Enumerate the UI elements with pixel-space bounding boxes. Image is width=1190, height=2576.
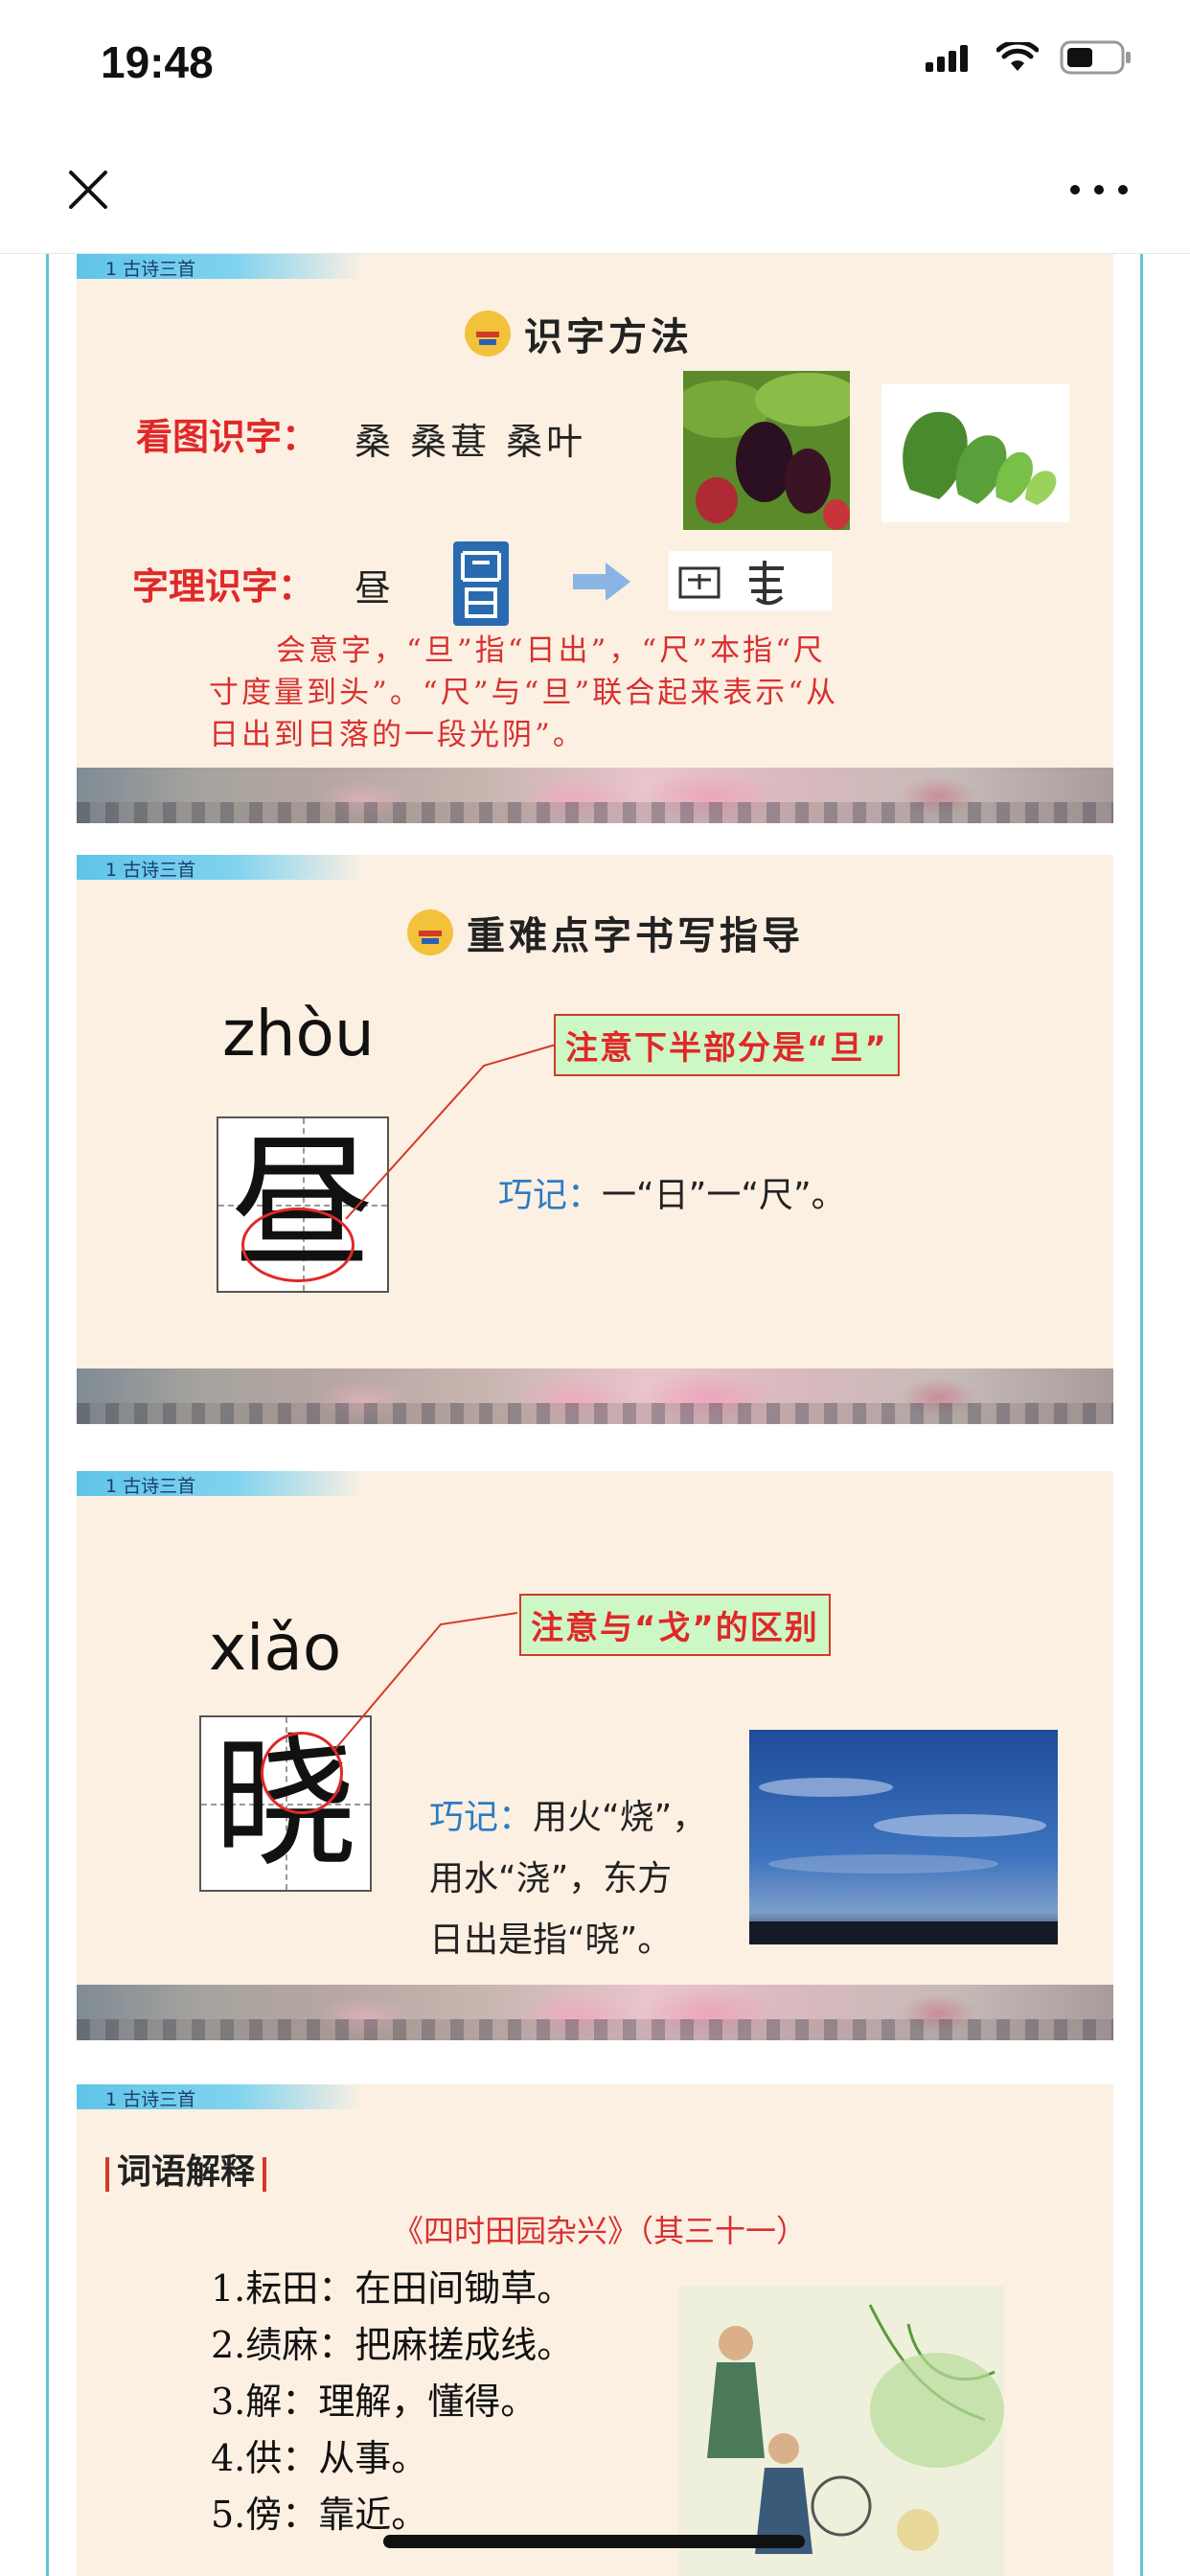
- logic-literacy-label: 字理识字：: [132, 565, 315, 608]
- status-icons: [926, 40, 1133, 75]
- picture-literacy-chars: 桑 桑葚 桑叶: [355, 421, 587, 463]
- highlight-circle: [241, 1208, 355, 1282]
- decorative-banner: [77, 768, 1113, 823]
- slide-heading: 重难点字书写指导: [407, 905, 804, 960]
- explanation-line-3: 日出到日落的一段光阴”。: [209, 718, 585, 752]
- cellular-signal-icon: [926, 45, 968, 72]
- note-box: 注意与“戈”的区别: [519, 1594, 831, 1656]
- status-bar: 19:48: [0, 0, 1190, 125]
- lesson-icon: [407, 909, 453, 955]
- nav-bar: [0, 125, 1190, 254]
- poem-title: 《四时田园杂兴》（其三十一）: [393, 2213, 808, 2249]
- picture-literacy-label: 看图识字：: [136, 416, 319, 458]
- list-item: 5.傍：靠近。: [211, 2494, 428, 2536]
- tip-text: 一“日”一“尺”。: [602, 1176, 846, 1215]
- battery-icon: [1060, 40, 1131, 75]
- tip-key: 巧记：: [498, 1176, 603, 1215]
- explanation-line-1: 会意字，“旦”指“日出”，“尺”本指“尺: [276, 633, 826, 668]
- highlight-circle: [261, 1732, 343, 1814]
- farming-illustration: [678, 2286, 1004, 2576]
- home-indicator[interactable]: [383, 2535, 805, 2548]
- lesson-tag: 1 古诗三首: [77, 254, 364, 280]
- slide-character-methods: 1 古诗三首 识字方法 看图识字： 桑 桑葚 桑叶 字理识字： 昼: [77, 254, 1113, 823]
- lesson-tag: 1 古诗三首: [77, 2084, 364, 2110]
- decorative-banner-shade: [77, 802, 1113, 823]
- decorative-banner: [77, 1985, 1113, 2040]
- lesson-tag: 1 古诗三首: [77, 1471, 364, 1497]
- memory-tip: 巧记：用火“烧”， 用水“浇”，东方 日出是指“晓”。: [429, 1787, 706, 1971]
- slide-writing-guide-zhou: 1 古诗三首 重难点字书写指导 zhòu 昼 注意下半部分是“旦” 巧记：一“日…: [77, 855, 1113, 1424]
- sunrise-sky-photo: [749, 1730, 1058, 1944]
- decorative-banner: [77, 1368, 1113, 1424]
- frame-border-right: [1140, 254, 1143, 2576]
- article-content[interactable]: 1 古诗三首 识字方法 看图识字： 桑 桑葚 桑叶 字理识字： 昼: [0, 254, 1190, 2576]
- vocabulary-title: 词语解释: [98, 2144, 274, 2194]
- pointer-line: [345, 1044, 557, 1220]
- frame-border-left: [46, 254, 49, 2576]
- slide-heading: 识字方法: [465, 306, 693, 361]
- tip-line-2: 用水“浇”，东方: [429, 1859, 673, 1898]
- decorative-banner-shade: [77, 2019, 1113, 2040]
- list-item: 1.耘田：在田间锄草。: [211, 2267, 574, 2310]
- lesson-icon: [465, 310, 511, 356]
- pinyin-label: xiǎo: [209, 1611, 342, 1685]
- more-options-icon[interactable]: [1065, 172, 1133, 207]
- decorative-banner-shade: [77, 1403, 1113, 1424]
- seal-script-icon: [453, 541, 509, 626]
- tip-line-3: 日出是指“晓”。: [429, 1920, 673, 1960]
- slide-vocabulary: 1 古诗三首 词语解释 《四时田园杂兴》（其三十一） 1.耘田：在田间锄草。 2…: [77, 2084, 1113, 2576]
- close-icon[interactable]: [59, 161, 117, 218]
- mulberry-leaves-photo: [881, 384, 1069, 522]
- tip-line-1: 用火“烧”，: [533, 1798, 707, 1837]
- pointer-line: [334, 1612, 518, 1750]
- arrow-right-icon: [573, 563, 630, 601]
- status-time: 19:48: [101, 37, 214, 87]
- logic-literacy-char: 昼: [355, 567, 396, 610]
- wifi-icon: [996, 42, 1039, 71]
- vocabulary-list: 1.耘田：在田间锄草。 2.绩麻：把麻搓成线。 3.解：理解，懂得。 4.供：从…: [211, 2261, 573, 2543]
- lesson-tag: 1 古诗三首: [77, 855, 364, 881]
- ancient-script-icon: [669, 551, 832, 610]
- explanation-line-2: 寸度量到头”。“尺”与“旦”联合起来表示“从: [209, 676, 839, 710]
- list-item: 4.供：从事。: [211, 2437, 428, 2479]
- mulberry-photo: [683, 371, 850, 530]
- list-item: 3.解：理解，懂得。: [211, 2380, 538, 2423]
- note-box: 注意下半部分是“旦”: [554, 1014, 900, 1076]
- slide-writing-guide-xiao: 1 古诗三首 xiǎo 晓 注意与“戈”的区别 巧记：用火“烧”， 用水“浇”，…: [77, 1471, 1113, 2040]
- tip-key: 巧记：: [429, 1798, 534, 1837]
- list-item: 2.绩麻：把麻搓成线。: [211, 2324, 574, 2366]
- pinyin-label: zhòu: [222, 997, 375, 1070]
- memory-tip: 巧记：一“日”一“尺”。: [498, 1165, 846, 1227]
